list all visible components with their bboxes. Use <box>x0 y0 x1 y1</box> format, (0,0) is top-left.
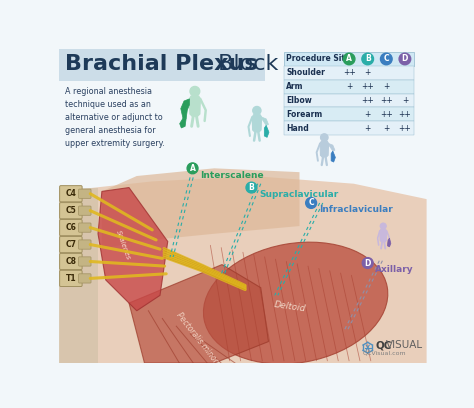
Circle shape <box>246 182 257 193</box>
FancyBboxPatch shape <box>284 121 414 135</box>
Text: Procedure Site: Procedure Site <box>286 55 351 64</box>
Polygon shape <box>262 117 268 125</box>
Polygon shape <box>264 125 269 137</box>
Polygon shape <box>252 115 262 132</box>
FancyBboxPatch shape <box>60 253 82 270</box>
Text: C8: C8 <box>65 257 76 266</box>
FancyBboxPatch shape <box>284 52 414 66</box>
Text: ++: ++ <box>399 124 411 133</box>
FancyBboxPatch shape <box>59 188 98 363</box>
FancyBboxPatch shape <box>60 271 82 286</box>
FancyBboxPatch shape <box>284 80 414 93</box>
Circle shape <box>343 53 355 65</box>
Circle shape <box>380 223 386 229</box>
Ellipse shape <box>203 242 388 364</box>
FancyBboxPatch shape <box>79 189 91 198</box>
Text: Elbow: Elbow <box>286 96 312 105</box>
Text: Interscalene: Interscalene <box>201 171 264 180</box>
Text: +: + <box>365 68 371 78</box>
Text: Axillary: Axillary <box>375 265 414 274</box>
FancyBboxPatch shape <box>79 240 91 249</box>
FancyBboxPatch shape <box>60 186 82 202</box>
Circle shape <box>187 163 198 174</box>
Circle shape <box>320 134 328 141</box>
Polygon shape <box>320 141 328 157</box>
Text: Hand: Hand <box>286 124 309 133</box>
Polygon shape <box>387 238 391 247</box>
Text: Brachial Plexus: Brachial Plexus <box>64 53 257 73</box>
Polygon shape <box>181 99 190 118</box>
Text: T1: T1 <box>65 274 76 283</box>
Text: Arm: Arm <box>286 82 304 91</box>
Polygon shape <box>180 118 186 128</box>
Text: C5: C5 <box>65 206 76 215</box>
Text: QCVisual.com: QCVisual.com <box>363 350 407 356</box>
Polygon shape <box>129 264 268 363</box>
Polygon shape <box>98 188 168 311</box>
Text: A regional anesthesia
technique used as an
alternative or adjunct to
general ane: A regional anesthesia technique used as … <box>64 87 164 148</box>
Text: +: + <box>365 124 371 133</box>
Text: Shoulder: Shoulder <box>286 68 325 78</box>
FancyBboxPatch shape <box>79 257 91 266</box>
FancyBboxPatch shape <box>284 66 414 80</box>
Text: Block: Block <box>211 53 279 73</box>
Circle shape <box>306 197 317 208</box>
Polygon shape <box>380 229 387 242</box>
Text: C: C <box>383 55 389 64</box>
Text: Pectoralis minor: Pectoralis minor <box>174 310 220 365</box>
Circle shape <box>362 53 374 65</box>
Text: +: + <box>383 124 390 133</box>
FancyBboxPatch shape <box>79 274 91 283</box>
Text: C7: C7 <box>65 240 76 249</box>
FancyBboxPatch shape <box>79 206 91 215</box>
Text: +: + <box>383 82 390 91</box>
Circle shape <box>362 257 373 268</box>
FancyBboxPatch shape <box>59 49 264 81</box>
Text: ++: ++ <box>343 68 356 78</box>
Text: D: D <box>365 259 371 268</box>
FancyBboxPatch shape <box>60 220 82 236</box>
Text: D: D <box>401 55 408 64</box>
Circle shape <box>190 86 200 96</box>
Polygon shape <box>328 144 335 151</box>
Polygon shape <box>190 96 201 116</box>
Text: C6: C6 <box>65 223 76 232</box>
Text: QC: QC <box>375 340 392 350</box>
Text: C4: C4 <box>65 189 76 198</box>
Text: C: C <box>308 198 314 207</box>
Text: VISUAL: VISUAL <box>385 340 423 350</box>
FancyBboxPatch shape <box>79 223 91 232</box>
Circle shape <box>399 53 410 65</box>
Text: ++: ++ <box>361 96 374 105</box>
Text: B: B <box>365 55 371 64</box>
Text: ++: ++ <box>361 82 374 91</box>
Polygon shape <box>102 169 300 249</box>
FancyBboxPatch shape <box>60 203 82 219</box>
Text: ++: ++ <box>399 110 411 119</box>
Text: +: + <box>401 96 408 105</box>
Text: +: + <box>365 110 371 119</box>
Text: ++: ++ <box>380 110 392 119</box>
Text: Supraclavicular: Supraclavicular <box>259 190 338 199</box>
FancyBboxPatch shape <box>60 237 82 253</box>
FancyBboxPatch shape <box>284 107 414 121</box>
Text: A: A <box>190 164 195 173</box>
Text: Scalenes: Scalenes <box>115 230 131 261</box>
Text: ++: ++ <box>380 96 392 105</box>
Text: Deltoid: Deltoid <box>273 300 307 314</box>
Circle shape <box>253 106 261 115</box>
Text: +: + <box>346 82 352 91</box>
Text: Forearm: Forearm <box>286 110 323 119</box>
Polygon shape <box>59 176 427 363</box>
Circle shape <box>381 53 392 65</box>
Text: A: A <box>346 55 352 64</box>
Polygon shape <box>331 151 336 162</box>
Text: Infraclavicular: Infraclavicular <box>319 205 392 214</box>
FancyBboxPatch shape <box>284 93 414 107</box>
Text: B: B <box>248 183 255 192</box>
